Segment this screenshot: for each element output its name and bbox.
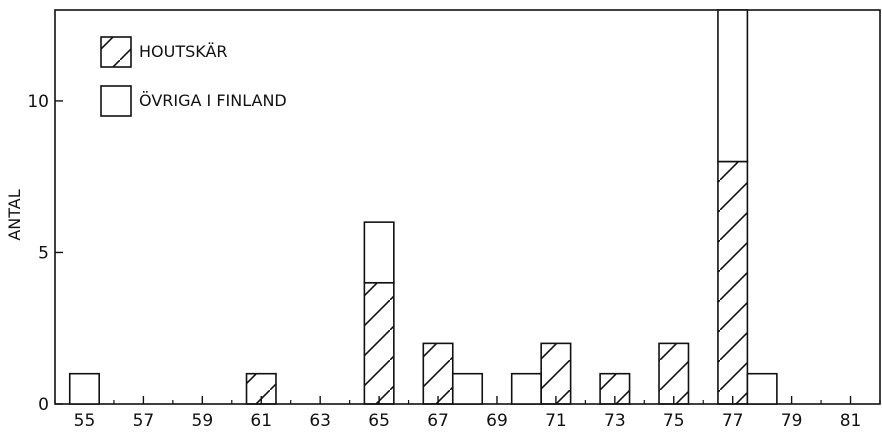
bar-houtskar — [422, 342, 454, 405]
x-tick-label: 63 — [309, 411, 331, 431]
x-tick-label: 73 — [604, 411, 626, 431]
bar-houtskar — [363, 281, 395, 405]
bar-houtskar — [717, 160, 749, 405]
bar-ovriga — [717, 9, 749, 163]
plot-frame — [54, 9, 881, 405]
bar-houtskar — [540, 342, 572, 405]
legend: HOUTSKÄR ÖVRIGA I FINLAND — [100, 36, 287, 117]
legend-label-ovriga: ÖVRIGA I FINLAND — [139, 91, 287, 110]
x-tick-label: 71 — [545, 411, 567, 431]
x-tick-label: 61 — [250, 411, 272, 431]
x-tick-label: 59 — [192, 411, 214, 431]
plot-area: 55 57 59 61 63 65 67 69 71 73 75 77 79 81 0 5 10 — [27, 9, 881, 431]
bar-ovriga — [68, 372, 100, 405]
x-tick-label: 57 — [133, 411, 155, 431]
x-tick-label: 77 — [722, 411, 744, 431]
bar-houtskar — [658, 342, 690, 405]
bar-ovriga — [363, 221, 395, 284]
x-tick-label: 67 — [427, 411, 449, 431]
x-tick-label: 81 — [840, 411, 862, 431]
bar-ovriga — [510, 372, 542, 405]
y-tick-label: 0 — [38, 395, 49, 415]
bar-ovriga — [746, 372, 778, 405]
legend-swatch-houtskar — [100, 36, 132, 68]
bar-houtskar — [245, 372, 277, 405]
bar-houtskar — [599, 372, 631, 405]
y-tick-label: 5 — [38, 243, 49, 263]
x-tick-label: 79 — [781, 411, 803, 431]
x-tick-label: 55 — [74, 411, 96, 431]
x-tick-label: 69 — [486, 411, 508, 431]
y-axis-label: ANTAL — [5, 189, 24, 240]
y-tick-label: 10 — [27, 92, 49, 112]
x-tick-label: 75 — [663, 411, 685, 431]
legend-swatch-ovriga — [100, 85, 132, 117]
legend-label-houtskar: HOUTSKÄR — [139, 42, 228, 61]
bar-ovriga — [451, 372, 484, 405]
x-tick-label: 65 — [368, 411, 390, 431]
